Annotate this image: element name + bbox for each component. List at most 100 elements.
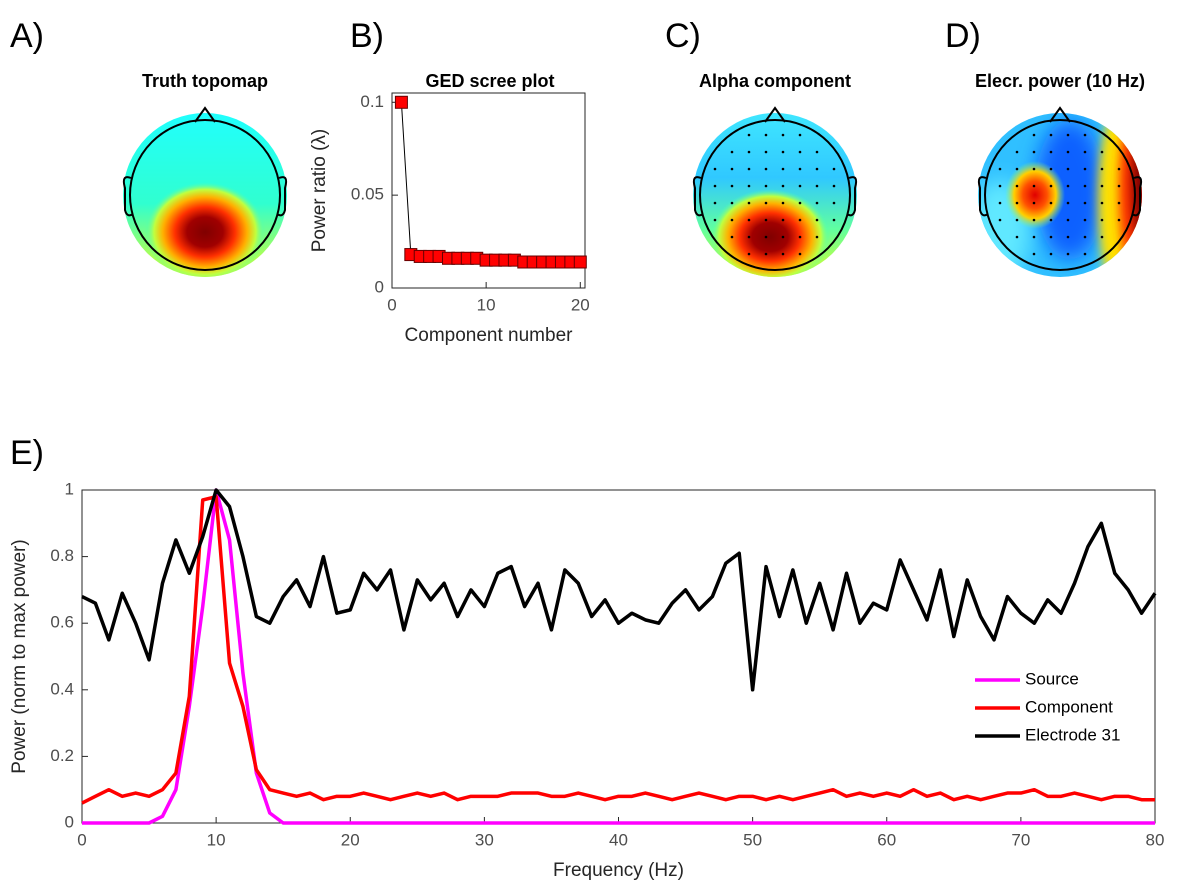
electrode-dot (1032, 252, 1036, 256)
electrode-dot (832, 167, 836, 171)
y-tick-label: 0 (65, 812, 74, 831)
electrode-dot (713, 184, 717, 188)
electrode-dot (798, 184, 802, 188)
y-tick-label: 0.6 (50, 613, 74, 632)
electrode-dot (1049, 167, 1053, 171)
legend-label: Electrode 31 (1025, 725, 1120, 744)
electrode-dot (781, 201, 785, 205)
scree-line (400, 102, 581, 263)
electrode-dot (815, 167, 819, 171)
x-axis-label: Component number (405, 325, 574, 346)
electrode-dot (1117, 167, 1121, 171)
electrode-dot (798, 218, 802, 222)
electrode-dot (730, 235, 734, 239)
electrode-dot (1049, 184, 1053, 188)
panel-title: GED scree plot (425, 71, 554, 91)
electrode-dot (798, 133, 802, 137)
x-axis-label: Frequency (Hz) (553, 860, 684, 881)
topomap-d (977, 106, 1143, 277)
electrode-dot (1117, 201, 1121, 205)
panel-label: A) (10, 17, 44, 55)
electrode-dot (730, 184, 734, 188)
electrode-dot (764, 184, 768, 188)
electrode-dot (1049, 150, 1053, 154)
electrode-dot (1049, 133, 1053, 137)
electrode-dot (1066, 252, 1070, 256)
electrode-dot (764, 235, 768, 239)
electrode-dot (1100, 201, 1104, 205)
electrode-dot (730, 167, 734, 171)
electrode-dot (815, 150, 819, 154)
electrode-dot (747, 252, 751, 256)
electrode-dot (1117, 184, 1121, 188)
electrode-dot (1049, 218, 1053, 222)
electrode-dot (798, 235, 802, 239)
x-tick-label: 10 (207, 830, 226, 849)
x-tick-label: 30 (475, 830, 494, 849)
electrode-dot (815, 235, 819, 239)
electrode-dot (832, 184, 836, 188)
y-axis-label: Power (norm to max power) (9, 539, 30, 773)
y-tick-label: 0.4 (50, 679, 74, 698)
electrode-dot (764, 201, 768, 205)
electrode-dot (998, 201, 1002, 205)
electrode-dot (1032, 235, 1036, 239)
y-tick-label: 1 (65, 479, 74, 498)
panel-label: D) (945, 17, 981, 55)
electrode-dot (764, 150, 768, 154)
electrode-dot (798, 167, 802, 171)
electrode-dot (781, 252, 785, 256)
electrode-dot (1015, 150, 1019, 154)
electrode-dot (1015, 235, 1019, 239)
electrode-dot (747, 184, 751, 188)
electrode-dot (747, 150, 751, 154)
electrode-dot (1117, 218, 1121, 222)
panel-title: Truth topomap (142, 71, 268, 91)
x-tick-label: 40 (609, 830, 628, 849)
x-tick-label: 70 (1011, 830, 1030, 849)
legend-label: Component (1025, 697, 1113, 716)
electrode-dot (798, 252, 802, 256)
electrode-dot (1015, 218, 1019, 222)
electrode-dot (1083, 150, 1087, 154)
electrode-dot (781, 218, 785, 222)
electrode-dot (815, 184, 819, 188)
x-tick-label: 50 (743, 830, 762, 849)
electrode-dot (764, 218, 768, 222)
electrode-dot (1032, 184, 1036, 188)
electrode-dot (764, 252, 768, 256)
electrode-dot (1049, 201, 1053, 205)
electrode-dot (781, 184, 785, 188)
electrode-dot (1015, 167, 1019, 171)
electrode-dot (1066, 201, 1070, 205)
electrode-dot (781, 133, 785, 137)
panel-title: Elecr. power (10 Hz) (975, 71, 1145, 91)
y-tick-label: 0.8 (50, 546, 74, 565)
electrode-dot (1083, 167, 1087, 171)
electrode-dot (1100, 150, 1104, 154)
series-line (81, 494, 1155, 805)
electrode-dot (713, 201, 717, 205)
y-tick-label: 0 (375, 277, 384, 296)
x-tick-label: 0 (77, 830, 86, 849)
y-tick-label: 0.05 (351, 185, 384, 204)
panel-label: E) (10, 434, 44, 472)
x-tick-label: 10 (477, 295, 496, 314)
electrode-dot (1032, 218, 1036, 222)
electrode-dot (1066, 133, 1070, 137)
electrode-dot (1083, 218, 1087, 222)
electrode-dot (832, 201, 836, 205)
panel-label: B) (350, 17, 384, 55)
electrode-dot (764, 167, 768, 171)
electrode-dot (998, 184, 1002, 188)
electrode-dot (1015, 184, 1019, 188)
electrode-dot (998, 218, 1002, 222)
electrode-dot (713, 167, 717, 171)
x-tick-label: 80 (1146, 830, 1165, 849)
scree-point (394, 95, 408, 109)
electrode-dot (747, 201, 751, 205)
legend-label: Source (1025, 669, 1079, 688)
electrode-dot (1100, 184, 1104, 188)
scree-point (573, 255, 587, 269)
y-tick-label: 0.2 (50, 746, 74, 765)
